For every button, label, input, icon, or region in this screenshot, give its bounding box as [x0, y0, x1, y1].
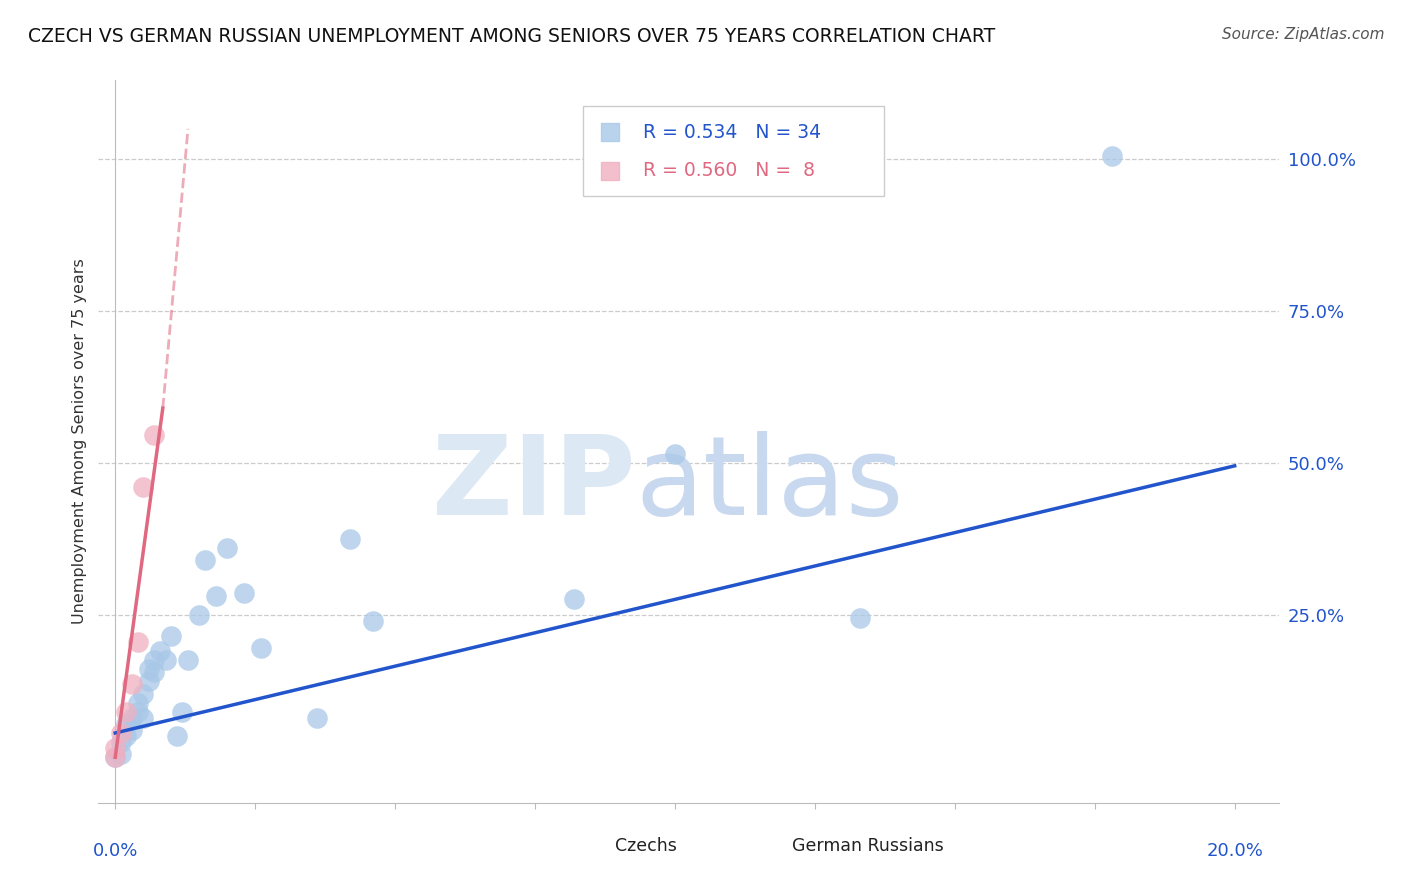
Point — [305, 711, 328, 725]
Point — [104, 750, 127, 764]
Point — [155, 653, 177, 667]
Point — [127, 705, 149, 719]
Point — [339, 532, 361, 546]
Point — [149, 644, 172, 658]
Text: R = 0.534   N = 34: R = 0.534 N = 34 — [643, 123, 821, 142]
Point — [121, 711, 143, 725]
Point — [127, 696, 149, 710]
Point — [361, 614, 384, 628]
Text: Source: ZipAtlas.com: Source: ZipAtlas.com — [1222, 27, 1385, 42]
Point — [115, 705, 138, 719]
Point — [249, 640, 271, 655]
Point — [132, 686, 155, 700]
Y-axis label: Unemployment Among Seniors over 75 years: Unemployment Among Seniors over 75 years — [72, 259, 87, 624]
Point — [166, 729, 188, 743]
Point — [110, 726, 132, 740]
Point — [160, 629, 183, 643]
Text: 20.0%: 20.0% — [1206, 842, 1263, 860]
Point — [110, 735, 132, 749]
Point — [110, 747, 132, 762]
Point — [194, 553, 217, 567]
Point — [188, 607, 211, 622]
Point — [121, 723, 143, 737]
Point — [1101, 149, 1123, 163]
Point — [217, 541, 239, 555]
Point — [143, 428, 166, 442]
Point — [177, 653, 200, 667]
Point — [104, 741, 127, 756]
Point — [132, 480, 155, 494]
Point — [205, 590, 228, 604]
Text: atlas: atlas — [636, 432, 904, 539]
Point — [121, 677, 143, 691]
Point — [115, 729, 138, 743]
Point — [143, 653, 166, 667]
Point — [172, 705, 194, 719]
Point — [138, 674, 160, 689]
Point — [143, 665, 166, 680]
Text: 0.0%: 0.0% — [93, 842, 138, 860]
Text: R = 0.560   N =  8: R = 0.560 N = 8 — [643, 161, 815, 180]
Point — [104, 750, 127, 764]
Point — [664, 447, 686, 461]
Point — [138, 662, 160, 676]
Text: ZIP: ZIP — [433, 432, 636, 539]
Text: German Russians: German Russians — [792, 838, 943, 855]
Point — [115, 717, 138, 731]
Point — [848, 610, 870, 624]
Point — [562, 592, 585, 607]
Text: Czechs: Czechs — [614, 838, 676, 855]
FancyBboxPatch shape — [582, 105, 884, 196]
Point — [127, 635, 149, 649]
Point — [233, 586, 256, 600]
Point — [132, 711, 155, 725]
Text: CZECH VS GERMAN RUSSIAN UNEMPLOYMENT AMONG SENIORS OVER 75 YEARS CORRELATION CHA: CZECH VS GERMAN RUSSIAN UNEMPLOYMENT AMO… — [28, 27, 995, 45]
